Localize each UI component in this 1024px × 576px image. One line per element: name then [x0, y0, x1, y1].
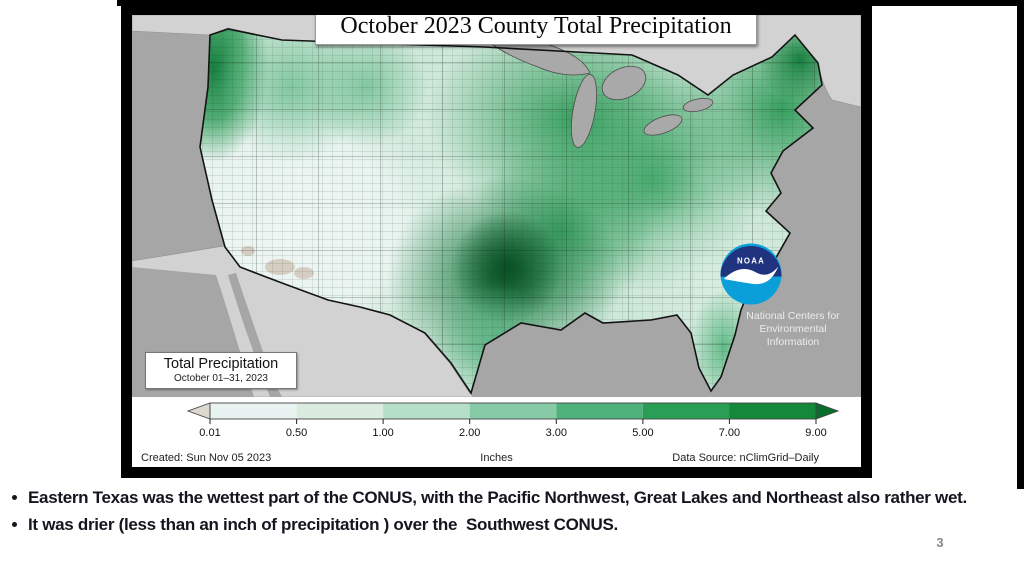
colorbar-segment-4 — [469, 403, 557, 419]
bullet-item-2: It was drier (less than an inch of preci… — [10, 514, 995, 536]
map-footer: Created: Sun Nov 05 2023 Inches Data Sou… — [132, 452, 861, 464]
noaa-acronym: NOAA — [737, 256, 765, 265]
data-source-label: Data Source: nClimGrid–Daily — [672, 452, 819, 464]
colorbar-strip: 0.01 0.50 1.00 2.00 3.00 5.00 7.00 9.00 … — [132, 397, 861, 467]
colorbar-segment-7 — [729, 403, 816, 419]
colorbar-segment-5 — [556, 403, 643, 419]
bullet-list: Eastern Texas was the wettest part of th… — [10, 487, 995, 541]
colorbar-segment-6 — [642, 403, 730, 419]
colorbar-left-arrow — [186, 402, 211, 420]
tick-label: 5.00 — [632, 427, 653, 439]
tick-label: 2.00 — [459, 427, 480, 439]
bullet-text: Eastern Texas was the wettest part of th… — [28, 488, 967, 507]
tick-label: 7.00 — [719, 427, 740, 439]
colorbar-ticks — [209, 419, 817, 424]
noaa-logo: NOAA — [720, 243, 782, 305]
map-canvas: October 2023 County Total Precipitation … — [132, 15, 861, 397]
page-number: 3 — [936, 535, 944, 550]
tick-label: 0.01 — [199, 427, 220, 439]
lake-erie — [643, 114, 683, 136]
tick-label: 3.00 — [546, 427, 567, 439]
precipitation-map-figure: October 2023 County Total Precipitation … — [121, 4, 872, 478]
units-label: Inches — [480, 452, 513, 464]
colorbar-border — [209, 402, 817, 420]
noaa-logo-upper — [720, 245, 782, 277]
legend-box: Total Precipitation October 01–31, 2023 — [145, 352, 297, 389]
map-title-box: October 2023 County Total Precipitation — [315, 15, 757, 45]
colorbar-segment-1 — [210, 403, 297, 419]
legend-title: Total Precipitation — [163, 356, 279, 372]
right-border-strip — [1017, 0, 1024, 489]
bullet-dot — [12, 522, 17, 527]
bullet-dot — [12, 495, 17, 500]
tick-label: 9.00 — [805, 427, 826, 439]
colorbar-segment-2 — [296, 403, 384, 419]
lake-ontario — [682, 97, 714, 113]
legend-subtitle: October 01–31, 2023 — [174, 373, 268, 384]
lake-huron — [601, 65, 647, 101]
colorbar: 0.01 0.50 1.00 2.00 3.00 5.00 7.00 9.00 — [186, 402, 840, 439]
tick-label: 0.50 — [286, 427, 307, 439]
colorbar-right-arrow — [815, 402, 840, 420]
colorbar-tick-labels: 0.01 0.50 1.00 2.00 3.00 5.00 7.00 9.00 — [199, 427, 826, 439]
noaa-caption: National Centers for Environmental Infor… — [746, 310, 840, 349]
map-title: October 2023 County Total Precipitation — [340, 15, 732, 39]
noaa-branding: NOAA National Centers for Environmental … — [718, 241, 861, 349]
bullet-item-1: Eastern Texas was the wettest part of th… — [10, 487, 995, 509]
tick-label: 1.00 — [372, 427, 393, 439]
top-border-strip — [117, 0, 1024, 6]
noaa-seagull-icon — [723, 266, 779, 285]
us-precipitation-map — [132, 15, 861, 397]
lake-michigan — [571, 74, 597, 148]
bullet-text: It was drier (less than an inch of preci… — [28, 515, 618, 534]
created-date-label: Created: Sun Nov 05 2023 — [141, 452, 272, 464]
gulf-of-california — [228, 273, 282, 397]
colorbar-segment-3 — [383, 403, 470, 419]
